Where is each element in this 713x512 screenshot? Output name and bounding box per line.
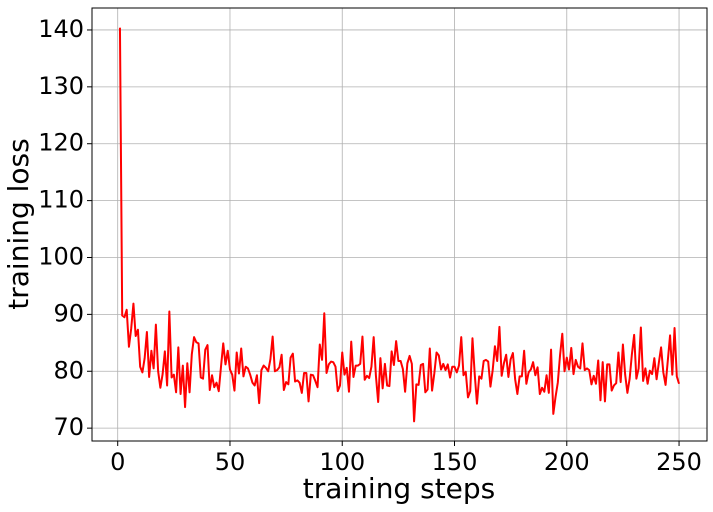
y-tick-label: 130 xyxy=(38,72,84,100)
y-tick-label: 90 xyxy=(53,299,84,327)
y-tick-label: 110 xyxy=(38,186,84,214)
grid xyxy=(92,8,707,441)
x-tick-label: 150 xyxy=(432,448,478,476)
y-tick-label: 120 xyxy=(38,129,84,157)
x-tick-label: 200 xyxy=(544,448,590,476)
plot xyxy=(118,27,681,423)
axes-frame xyxy=(91,7,708,442)
x-tick-label: 100 xyxy=(319,448,365,476)
y-tick-label: 80 xyxy=(53,356,84,384)
y-tick-label: 70 xyxy=(53,413,84,441)
data-line xyxy=(118,27,681,423)
y-tick-label: 140 xyxy=(38,15,84,43)
x-tick-label: 250 xyxy=(656,448,702,476)
x-tick-label: 50 xyxy=(215,448,246,476)
x-axis-label: training steps xyxy=(303,472,496,505)
y-axis-label: training loss xyxy=(2,138,35,309)
y-tick-label: 100 xyxy=(38,242,84,270)
x-tick-label: 0 xyxy=(110,448,125,476)
